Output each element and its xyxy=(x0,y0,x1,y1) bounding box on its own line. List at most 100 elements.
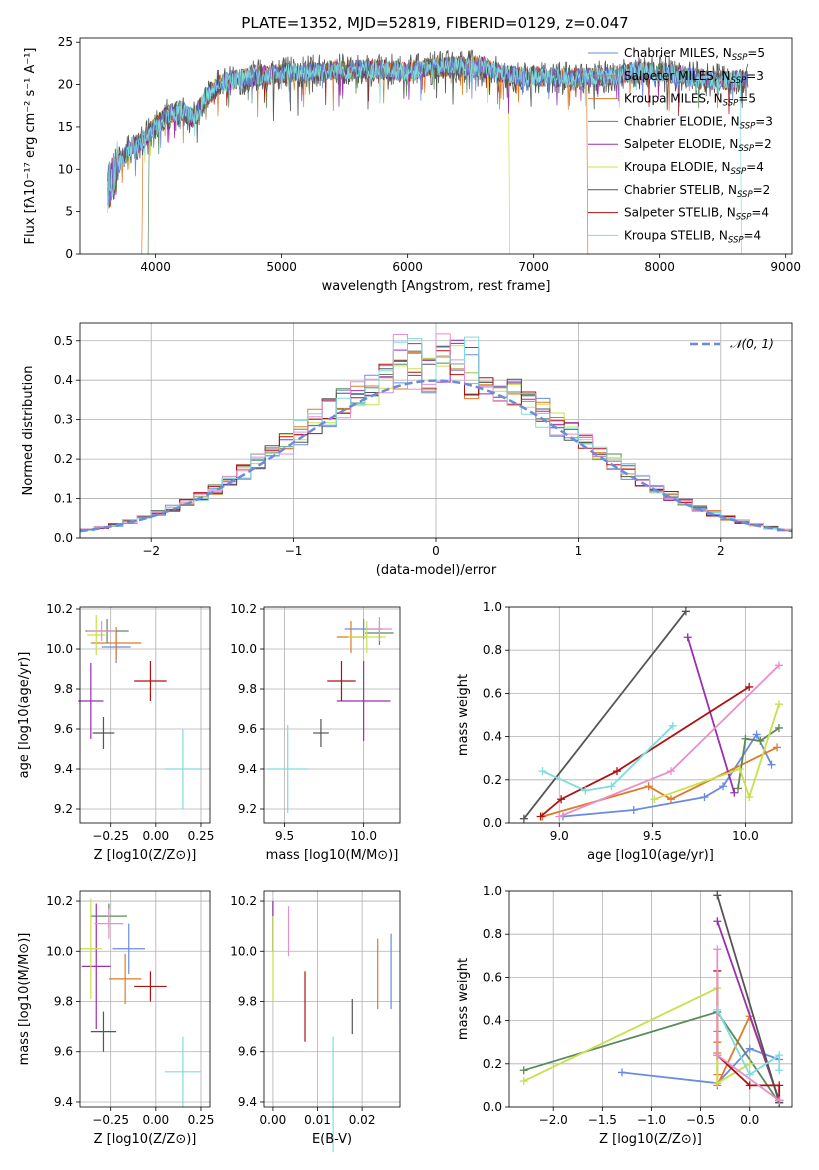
mass-weight-series-line xyxy=(540,686,750,818)
y-tick-label: 1.0 xyxy=(483,884,502,898)
legend-entry: 𝒩(0, 1) xyxy=(730,337,774,351)
error-bar-point xyxy=(94,908,124,939)
axes-frame xyxy=(79,890,211,1108)
mass-weight-marker xyxy=(713,1051,722,1060)
mass-weight-marker xyxy=(650,795,659,804)
legend-entry: Salpeter STELIB, NSSP=4 xyxy=(624,206,769,223)
y-tick-label: 20 xyxy=(58,78,73,92)
y-tick-label: 1.0 xyxy=(483,600,502,614)
error-bar-point xyxy=(313,719,329,747)
plot-area xyxy=(79,333,793,538)
x-tick-label: −1.0 xyxy=(637,1113,666,1127)
x-tick-label: 7000 xyxy=(518,260,549,274)
error-bar-point xyxy=(92,717,115,749)
x-axis-label: mass [log10(M/M⊙)] xyxy=(266,848,399,863)
y-tick-label: 10.0 xyxy=(46,642,73,656)
error-bar-point xyxy=(347,621,386,653)
plot-area xyxy=(267,617,394,813)
mass-weight-marker xyxy=(557,795,566,804)
mass-weight-marker xyxy=(666,767,675,776)
y-tick-label: 9.4 xyxy=(238,1095,257,1109)
x-axis-label: Z [log10(Z/Z⊙)] xyxy=(94,848,197,863)
x-tick-label: −2 xyxy=(142,544,160,558)
y-tick-label: 5 xyxy=(65,205,73,219)
x-tick-label: −0.5 xyxy=(686,1113,715,1127)
x-axis-label: age [log10(age/yr)] xyxy=(587,848,714,863)
x-tick-label: 8000 xyxy=(644,260,675,274)
y-tick-label: 0 xyxy=(65,247,73,261)
mass-weight-marker xyxy=(644,782,653,791)
mass-weight-vs-age-panel: 9.0 9.5 10.0 0.0 0.2 0.4 0.6 0.8 1.0 age [log10(a… xyxy=(456,600,793,863)
x-tick-label: 0.00 xyxy=(142,1113,169,1127)
y-tick-label: 0.6 xyxy=(483,970,502,984)
x-axis-label: wavelength [Angstrom, rest frame] xyxy=(322,279,551,294)
spectrum-legend: Chabrier MILES, NSSP=5 Salpeter MILES, NS… xyxy=(588,46,773,245)
age-vs-metallicity-panel: −0.25 0.00 0.25 9.2 9.4 9.6 9.8 10.0 10.2 Z [log1… xyxy=(17,602,214,863)
y-tick-label: 10.0 xyxy=(230,944,257,958)
mass-weight-marker xyxy=(618,1068,627,1077)
x-tick-label: −2.0 xyxy=(539,1113,568,1127)
mass-weight-marker xyxy=(774,661,783,670)
grid xyxy=(80,891,210,1107)
y-tick-label: 10.2 xyxy=(230,894,257,908)
mass-weight-marker xyxy=(745,793,754,802)
mass-weight-marker xyxy=(555,812,564,821)
mass-weight-marker xyxy=(767,760,776,769)
y-tick-label: 10.2 xyxy=(230,602,257,616)
x-tick-label: 10.0 xyxy=(732,829,759,843)
error-bar-point xyxy=(336,661,391,741)
mass-vs-metallicity-panel: −0.25 0.00 0.25 9.4 9.6 9.8 10.0 10.2 Z [log10(Z… xyxy=(17,890,215,1147)
x-tick-label: 0.25 xyxy=(188,1113,215,1127)
y-axis-label: Flux [fλ10⁻¹⁷ erg cm⁻² s⁻¹ A⁻¹] xyxy=(23,48,38,245)
mass-weight-marker xyxy=(745,682,754,691)
legend-entry: Kroupa STELIB, NSSP=4 xyxy=(624,228,761,245)
mass-weight-marker xyxy=(775,1066,784,1075)
mass-weight-marker xyxy=(668,721,677,730)
mass-weight-marker xyxy=(719,782,728,791)
y-tick-label: 0.2 xyxy=(483,773,502,787)
y-tick-label: 10.0 xyxy=(230,642,257,656)
y-axis-label: mass [log10(M/M⊙)] xyxy=(17,933,32,1066)
x-tick-label: 6000 xyxy=(392,260,423,274)
y-axis-label: mass weight xyxy=(456,958,471,1040)
y-tick-label: 9.8 xyxy=(54,682,73,696)
axes-frame xyxy=(79,37,793,255)
error-bar-point xyxy=(267,725,309,813)
mass-weight-marker xyxy=(612,767,621,776)
x-tick-label: −0.25 xyxy=(92,829,129,843)
mass-weight-marker xyxy=(713,891,722,900)
mass-weight-marker xyxy=(775,1051,784,1060)
y-tick-label: 0.0 xyxy=(54,531,73,545)
y-tick-label: 10.2 xyxy=(46,894,73,908)
mass-weight-marker xyxy=(581,786,590,795)
y-tick-label: 9.8 xyxy=(54,995,73,1009)
mass-weight-marker xyxy=(735,765,744,773)
residual-histogram-panel: −2 −1 0 1 2 0.0 0.1 0.2 0.3 0.4 0.5 (data-model)/er… xyxy=(21,322,793,578)
error-bar-point xyxy=(366,617,393,641)
mass-weight-marker xyxy=(700,793,709,802)
x-tick-label: 9.0 xyxy=(550,829,569,843)
error-bar-point xyxy=(164,1036,201,1107)
error-bar-point xyxy=(87,615,106,655)
x-tick-label: −0.25 xyxy=(92,1113,129,1127)
spectrum-panel: 4000 5000 6000 7000 8000 9000 0 5 10 15 20 25 wavele… xyxy=(23,35,801,294)
x-axis-label: Z [log10(Z/Z⊙)] xyxy=(599,1132,702,1147)
legend-entry: Chabrier MILES, NSSP=5 xyxy=(624,46,765,63)
error-bar-point xyxy=(112,923,145,974)
error-bar-point xyxy=(134,971,167,1002)
y-tick-label: 0.4 xyxy=(483,1014,502,1028)
y-tick-label: 25 xyxy=(58,35,73,49)
error-bar-point xyxy=(90,627,142,659)
mass-weight-marker xyxy=(713,1079,722,1088)
mass-weight-series-line xyxy=(716,970,781,1101)
mass-weight-series-line xyxy=(523,610,687,820)
x-tick-label: 0.00 xyxy=(142,829,169,843)
spectrum-series-line xyxy=(107,56,742,254)
mass-weight-marker xyxy=(629,806,638,815)
y-tick-label: 9.2 xyxy=(54,802,73,816)
axes-frame xyxy=(263,890,401,1108)
y-tick-label: 10.2 xyxy=(46,602,73,616)
y-tick-label: 9.2 xyxy=(238,802,257,816)
mass-weight-series-line xyxy=(716,895,781,1103)
